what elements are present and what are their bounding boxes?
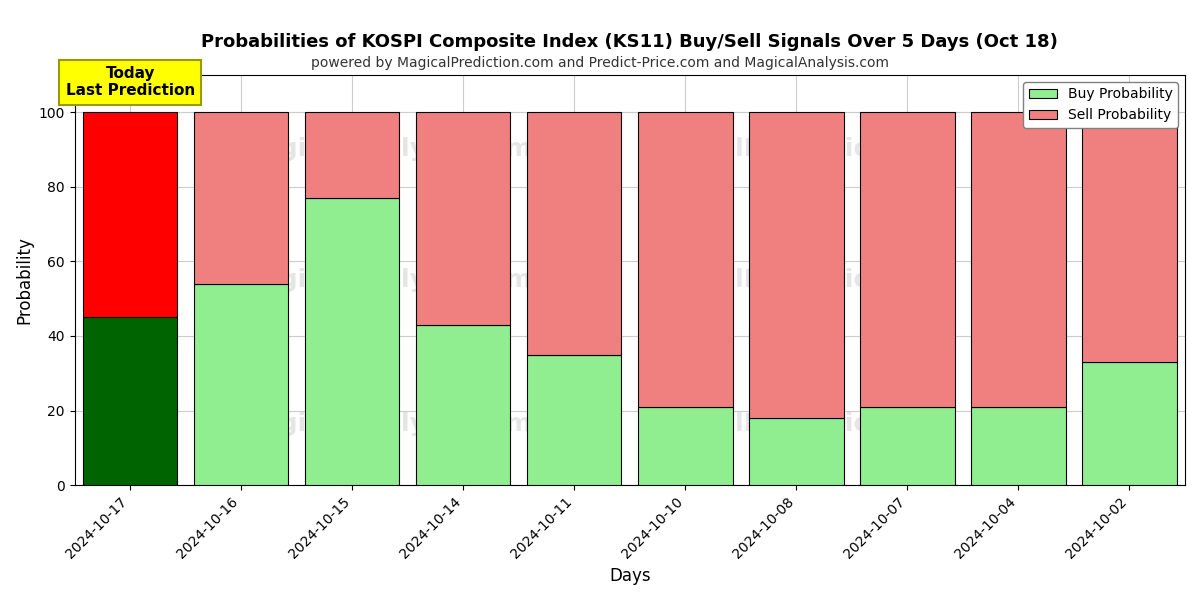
Bar <box>194 112 288 284</box>
Legend: Buy Probability, Sell Probability: Buy Probability, Sell Probability <box>1024 82 1178 128</box>
Text: MagicalAnalysis.com: MagicalAnalysis.com <box>239 137 533 161</box>
Text: MagicalPrediction.com: MagicalPrediction.com <box>636 268 958 292</box>
Text: powered by MagicalPrediction.com and Predict-Price.com and MagicalAnalysis.com: powered by MagicalPrediction.com and Pre… <box>311 56 889 70</box>
Bar <box>638 407 732 485</box>
Bar <box>971 112 1066 407</box>
Bar <box>305 112 400 198</box>
Bar <box>527 112 622 355</box>
Bar <box>860 112 955 407</box>
Bar <box>83 112 178 317</box>
Bar <box>416 325 510 485</box>
Bar <box>83 317 178 485</box>
Bar <box>749 112 844 418</box>
Bar <box>1082 112 1177 362</box>
Bar <box>749 418 844 485</box>
Bar <box>527 355 622 485</box>
Bar <box>1082 362 1177 485</box>
Title: Probabilities of KOSPI Composite Index (KS11) Buy/Sell Signals Over 5 Days (Oct : Probabilities of KOSPI Composite Index (… <box>202 33 1058 51</box>
Y-axis label: Probability: Probability <box>16 236 34 324</box>
Bar <box>971 407 1066 485</box>
Text: MagicalPrediction.com: MagicalPrediction.com <box>636 137 958 161</box>
Text: MagicalPrediction.com: MagicalPrediction.com <box>636 412 958 436</box>
Text: MagicalAnalysis.com: MagicalAnalysis.com <box>239 412 533 436</box>
Bar <box>416 112 510 325</box>
Text: Today
Last Prediction: Today Last Prediction <box>66 66 194 98</box>
Bar <box>305 198 400 485</box>
X-axis label: Days: Days <box>610 567 650 585</box>
Bar <box>194 284 288 485</box>
Bar <box>638 112 732 407</box>
Bar <box>860 407 955 485</box>
Text: MagicalAnalysis.com: MagicalAnalysis.com <box>239 268 533 292</box>
